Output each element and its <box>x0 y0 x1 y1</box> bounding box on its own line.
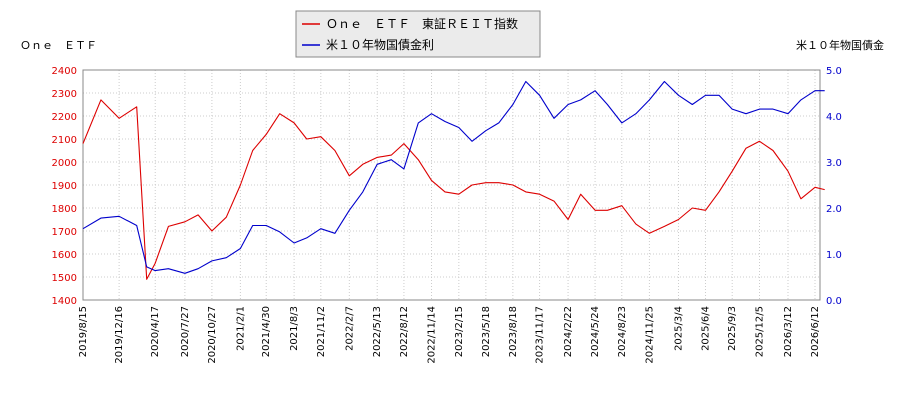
x-tick-label: 2022/8/12 <box>399 306 410 357</box>
x-tick-label: 2024/11/25 <box>644 306 655 364</box>
x-tick-label: 2023/5/18 <box>481 306 492 357</box>
x-tick-label: 2021/11/2 <box>316 306 327 357</box>
left-axis-title: Ｏｎｅ ＥＴＦ <box>20 39 97 52</box>
left-axis-ticks: 1400 1500 1600 1700 1800 1900 2000 2100 2200 2300… <box>52 66 77 307</box>
x-tick-label: 2022/11/14 <box>427 306 438 364</box>
legend-label-treasury: 米１０年物国債金利 <box>326 37 434 52</box>
right-tick-label: 0.0 <box>826 296 842 307</box>
left-tick-label: 2100 <box>52 135 77 146</box>
x-tick-label: 2025/9/3 <box>727 306 738 351</box>
series-line-reit <box>82 99 825 280</box>
x-tick-label: 2024/2/22 <box>563 306 574 357</box>
left-tick-label: 2400 <box>52 66 77 77</box>
x-tick-label: 2022/2/7 <box>344 306 355 351</box>
right-tick-label: 3.0 <box>826 158 842 169</box>
left-tick-label: 2200 <box>52 112 77 123</box>
legend: Ｏｎｅ ＥＴＦ 東証ＲＥＩＴ指数 米１０年物国債金利 <box>295 10 541 58</box>
right-tick-label: 1.0 <box>826 250 842 261</box>
x-tick-label: 2020/10/27 <box>207 306 218 364</box>
x-tick-label: 2021/2/1 <box>235 306 246 351</box>
left-tick-label: 1900 <box>52 181 77 192</box>
left-tick-label: 1800 <box>52 204 77 215</box>
left-tick-label: 1700 <box>52 227 77 238</box>
right-tick-label: 2.0 <box>826 204 842 215</box>
x-tick-label: 2020/4/17 <box>150 306 161 357</box>
left-tick-label: 2000 <box>52 158 77 169</box>
right-axis-ticks: 0.0 1.0 2.0 3.0 4.0 5.0 <box>826 66 842 307</box>
x-tick-label: 2021/8/3 <box>289 306 300 351</box>
x-tick-label: 2026/6/12 <box>810 306 821 357</box>
x-tick-label: 2025/3/4 <box>673 306 684 351</box>
x-tick-label: 2020/7/27 <box>180 306 191 357</box>
x-tick-label: 2026/3/12 <box>783 306 794 357</box>
x-tick-label: 2023/2/15 <box>454 306 465 357</box>
x-tick-label: 2025/12/5 <box>755 306 766 357</box>
left-tick-label: 2300 <box>52 89 77 100</box>
x-tick-label: 2019/8/15 <box>78 306 89 357</box>
x-tick-label: 2024/8/23 <box>617 306 628 357</box>
x-tick-label: 2022/5/13 <box>372 306 383 357</box>
x-tick-label: 2021/4/30 <box>261 306 272 357</box>
x-tick-label: 2025/6/4 <box>700 306 711 351</box>
x-tick-label: 2024/5/24 <box>590 306 601 357</box>
x-tick-label: 2023/11/17 <box>535 306 546 364</box>
legend-label-reit: Ｏｎｅ ＥＴＦ 東証ＲＥＩＴ指数 <box>326 16 518 31</box>
x-tick-label: 2023/8/18 <box>508 306 519 357</box>
left-tick-label: 1500 <box>52 273 77 284</box>
x-tick-label: 2019/12/16 <box>114 306 125 364</box>
plot-frame <box>82 69 821 301</box>
series-line-treasury <box>82 80 825 274</box>
right-axis-title: 米１０年物国債金 <box>796 38 884 52</box>
right-tick-label: 5.0 <box>826 66 842 77</box>
series-lines <box>82 80 825 280</box>
right-tick-label: 4.0 <box>826 112 842 123</box>
left-tick-label: 1400 <box>52 296 77 307</box>
x-axis-ticks: 2019/8/15 2019/12/16 2020/4/17 2020/7/27 202… <box>78 306 821 364</box>
legend-box <box>295 10 541 58</box>
grid-lines <box>82 69 820 301</box>
left-tick-label: 1600 <box>52 250 77 261</box>
